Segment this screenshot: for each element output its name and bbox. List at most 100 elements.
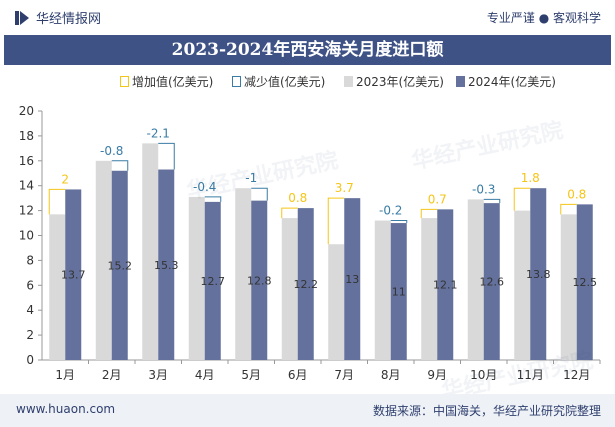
- legend-item-decrease: 减少值(亿美元): [232, 73, 325, 90]
- bar-2024: [111, 170, 128, 360]
- value-label-2024: 15.2: [108, 259, 133, 272]
- y-tick-label: 16: [19, 154, 34, 168]
- y-tick-label: 6: [26, 278, 34, 292]
- x-tick-label: 6月: [288, 368, 308, 382]
- x-tick-label: 7月: [334, 368, 354, 382]
- change-box-increase: [513, 187, 531, 211]
- x-tick-label: 8月: [381, 368, 401, 382]
- change-box-increase: [560, 203, 577, 215]
- change-box-decrease: [251, 187, 268, 201]
- bar-2024: [530, 188, 547, 360]
- legend-item-increase: 增加值(亿美元): [120, 73, 213, 90]
- change-label-decrease: -0.8: [100, 144, 123, 158]
- top-bar: 华经情报网 专业严谨 ● 客观科学: [0, 0, 615, 34]
- legend-label-increase: 增加值(亿美元): [132, 75, 214, 89]
- change-box-increase: [327, 197, 345, 245]
- value-label-2024: 13.8: [526, 268, 551, 281]
- change-box-decrease: [390, 220, 408, 224]
- bar-chart: 0 2 4 6 8 10 12 14 16 18 20 1月 2 13.7 2月 -0.8 15.2 3月 -2.1…: [19, 104, 601, 382]
- y-tick-label: 4: [26, 303, 34, 317]
- bar-2023: [95, 160, 112, 360]
- value-label-2024: 12.1: [433, 279, 458, 292]
- change-box-decrease: [111, 160, 129, 171]
- bar-2023: [421, 218, 438, 360]
- y-tick-label: 12: [19, 204, 34, 218]
- value-label-2024: 12.2: [294, 278, 319, 291]
- bar-2024: [65, 189, 82, 360]
- chart-title: 2023-2024年西安海关月度进口额: [4, 35, 611, 65]
- legend-item-2024: 2024年(亿美元): [456, 73, 556, 90]
- legend-swatch-2023: [344, 76, 353, 87]
- x-tick-label: 9月: [427, 368, 447, 382]
- y-tick-label: 14: [19, 179, 34, 193]
- slogan: 专业严谨 ● 客观科学: [486, 11, 601, 25]
- x-tick-label: 12月: [563, 368, 590, 382]
- bar-2024: [576, 204, 593, 360]
- y-tick-label: 8: [26, 253, 34, 267]
- bar-2023: [328, 244, 345, 360]
- chart-legend: 增加值(亿美元) 减少值(亿美元) 2023年(亿美元) 2024年(亿美元): [0, 73, 615, 91]
- y-tick-label: 0: [26, 353, 34, 367]
- y-tick-label: 10: [19, 229, 34, 243]
- bar-2023: [281, 218, 298, 360]
- bar-2023: [49, 214, 66, 360]
- value-label-2024: 13.7: [61, 269, 86, 282]
- change-label-increase: 0.7: [428, 192, 447, 206]
- value-label-2024: 11: [392, 286, 406, 299]
- change-label-decrease: -1: [245, 171, 257, 185]
- x-tick-label: 3月: [148, 368, 168, 382]
- website-link[interactable]: www.huaon.com: [16, 402, 116, 416]
- bar-2024: [158, 169, 175, 360]
- bar-2023: [188, 196, 205, 360]
- legend-label-2024: 2024年(亿美元): [468, 75, 556, 89]
- bar-2024: [483, 203, 500, 360]
- y-tick-label: 2: [26, 328, 34, 342]
- x-tick-label: 11月: [517, 368, 544, 382]
- bar-2023: [235, 188, 252, 360]
- x-tick-label: 2月: [102, 368, 122, 382]
- data-source: 数据来源：中国海关，华经产业研究院整理: [372, 404, 601, 418]
- x-tick-label: 1月: [55, 368, 75, 382]
- change-label-increase: 0.8: [288, 191, 307, 205]
- change-label-increase: 2: [61, 172, 69, 186]
- huajing-logo-icon: [15, 10, 29, 25]
- bar-2023: [514, 210, 531, 360]
- change-box-decrease: [483, 198, 501, 204]
- bar-2024: [390, 223, 407, 360]
- change-box-increase: [420, 208, 438, 219]
- legend-swatch-decrease: [232, 76, 241, 87]
- change-label-increase: 0.8: [567, 187, 586, 201]
- value-label-2024: 13: [345, 273, 359, 286]
- brand[interactable]: 华经情报网: [14, 8, 101, 27]
- change-label-increase: 1.8: [521, 171, 540, 185]
- change-label-decrease: -0.4: [193, 180, 216, 194]
- y-tick-label: 20: [19, 104, 34, 118]
- legend-label-decrease: 减少值(亿美元): [244, 75, 326, 89]
- bar-2024: [204, 201, 221, 360]
- x-tick-label: 5月: [241, 368, 261, 382]
- brand-name: 华经情报网: [36, 12, 102, 27]
- change-box-increase: [48, 188, 66, 215]
- legend-swatch-2024: [456, 76, 465, 87]
- legend-label-2023: 2023年(亿美元): [356, 75, 444, 89]
- value-label-2024: 12.5: [573, 276, 598, 289]
- x-tick-label: 4月: [195, 368, 215, 382]
- footer: www.huaon.com 数据来源：中国海关，华经产业研究院整理: [0, 394, 615, 427]
- value-label-2024: 15.3: [154, 259, 179, 272]
- x-tick-label: 10月: [470, 368, 497, 382]
- bar-2023: [560, 214, 577, 360]
- change-box-decrease: [158, 142, 175, 170]
- bar-2023: [467, 199, 484, 360]
- y-tick-label: 18: [19, 129, 34, 143]
- legend-swatch-increase: [120, 76, 129, 87]
- bar-2024: [437, 209, 454, 360]
- value-label-2024: 12.6: [480, 276, 505, 289]
- bar-2024: [251, 200, 268, 360]
- legend-item-2023: 2023年(亿美元): [344, 73, 444, 90]
- bar-2024: [297, 208, 314, 360]
- value-label-2024: 12.8: [247, 274, 272, 287]
- bar-2024: [344, 198, 361, 360]
- change-label-decrease: -0.2: [379, 204, 402, 218]
- change-label-decrease: -2.1: [147, 126, 170, 140]
- change-label-increase: 3.7: [335, 181, 354, 195]
